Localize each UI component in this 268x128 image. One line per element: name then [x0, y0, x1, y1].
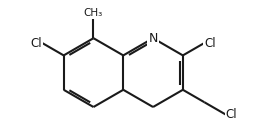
Text: CH₃: CH₃ [84, 8, 103, 18]
Text: Cl: Cl [31, 36, 42, 50]
Text: Cl: Cl [226, 108, 237, 121]
Text: Cl: Cl [204, 36, 216, 50]
Text: N: N [148, 32, 158, 45]
